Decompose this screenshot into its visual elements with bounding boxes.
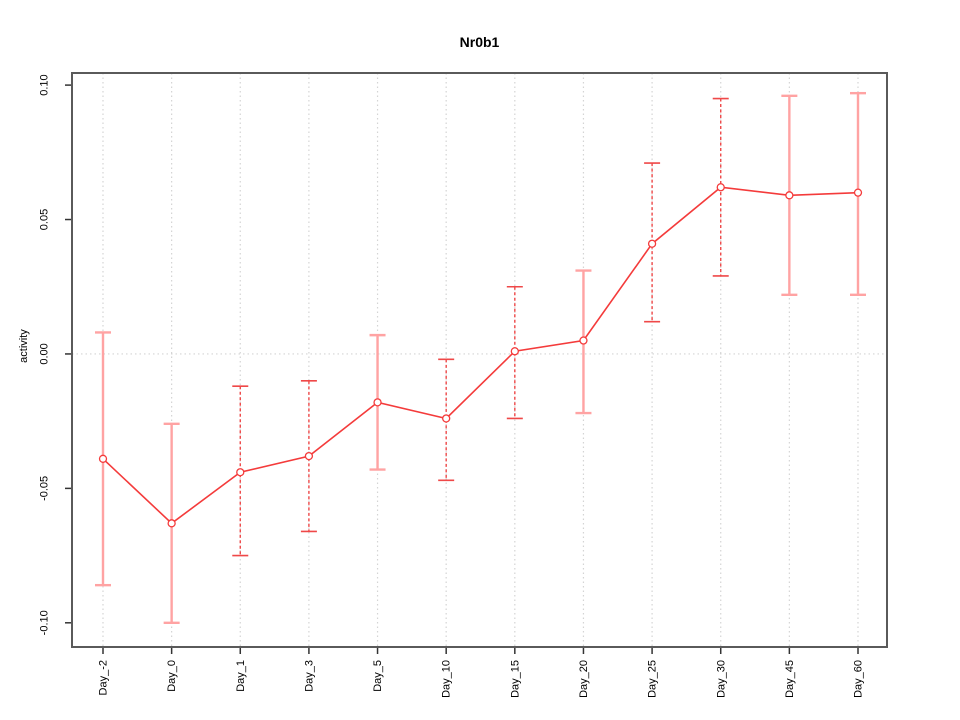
- x-tick-label: Day_-2: [98, 660, 110, 695]
- x-tick-label: Day_20: [578, 660, 590, 698]
- y-tick-label: 0.05: [39, 209, 51, 230]
- y-tick-label: 0.00: [39, 343, 51, 364]
- x-tick-label: Day_0: [166, 660, 178, 692]
- y-tick-label: -0.10: [39, 610, 51, 635]
- y-axis-title: activity: [18, 329, 30, 363]
- x-tick-label: Day_25: [647, 660, 659, 698]
- x-tick-label: Day_45: [784, 660, 796, 698]
- data-point: [236, 468, 245, 477]
- y-tick-label: -0.05: [39, 476, 51, 501]
- chart-title: Nr0b1: [459, 34, 500, 50]
- data-point: [373, 398, 382, 407]
- data-point: [442, 414, 451, 423]
- plot-border: [71, 72, 888, 648]
- data-point: [304, 451, 314, 461]
- data-point: [716, 183, 725, 192]
- x-tick-label: Day_30: [715, 660, 727, 698]
- data-point: [785, 191, 794, 200]
- x-tick-label: Day_5: [372, 660, 384, 692]
- data-line: [102, 186, 859, 525]
- x-tick-label: Day_1: [235, 660, 247, 692]
- y-tick-label: 0.10: [39, 74, 51, 95]
- data-point: [98, 454, 108, 463]
- data-point: [647, 239, 657, 248]
- data-point: [510, 347, 519, 356]
- x-tick-label: Day_15: [509, 660, 521, 698]
- data-point: [167, 519, 176, 528]
- x-tick-label: Day_60: [853, 660, 865, 698]
- x-tick-label: Day_10: [441, 660, 453, 698]
- data-point: [853, 188, 863, 197]
- x-tick-label: Day_3: [303, 660, 315, 692]
- data-point: [579, 336, 588, 345]
